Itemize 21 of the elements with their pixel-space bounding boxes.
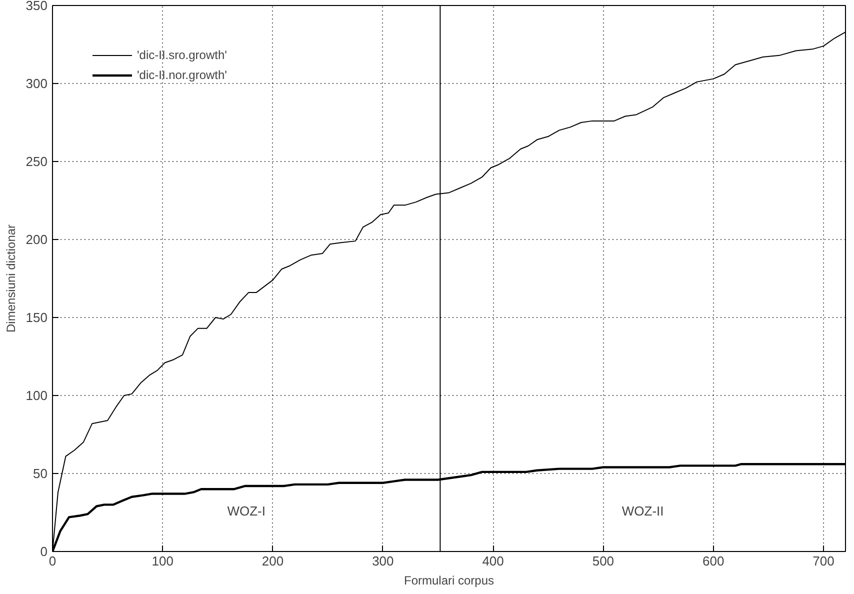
y-tick-label: 200 [26, 232, 48, 247]
y-axis-title: Dimensiuni dictionar [4, 224, 18, 333]
y-tick-label: 50 [33, 466, 48, 481]
y-tick-label: 350 [26, 0, 48, 13]
x-tick-label: 300 [372, 554, 394, 568]
annotation: WOZ-II [622, 504, 664, 519]
x-tick-label: 100 [152, 554, 174, 568]
y-tick-label: 100 [26, 388, 48, 403]
annotation: WOZ-I [227, 504, 266, 519]
x-tick-label: 200 [262, 554, 284, 568]
x-tick-label: 500 [592, 554, 614, 568]
y-tick-label: 300 [26, 76, 48, 91]
y-tick-label: 250 [26, 154, 48, 169]
legend-label: 'dic-II.nor.growth' [137, 68, 227, 82]
x-tick-label: 700 [812, 554, 834, 568]
x-tick-label: 600 [702, 554, 724, 568]
y-tick-label: 0 [40, 544, 48, 559]
x-tick-label: 400 [482, 554, 504, 568]
legend-label: 'dic-II.sro.growth' [137, 48, 227, 62]
x-axis-title: Formulari corpus [404, 574, 494, 588]
y-tick-label: 150 [26, 310, 48, 325]
